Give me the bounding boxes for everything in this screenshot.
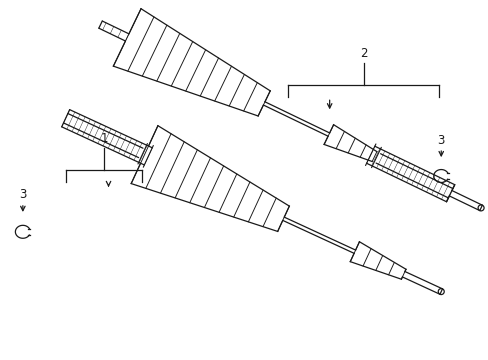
Text: 3: 3	[437, 134, 444, 147]
Text: 3: 3	[19, 188, 26, 202]
Text: 2: 2	[359, 48, 366, 60]
Text: 1: 1	[100, 132, 107, 145]
